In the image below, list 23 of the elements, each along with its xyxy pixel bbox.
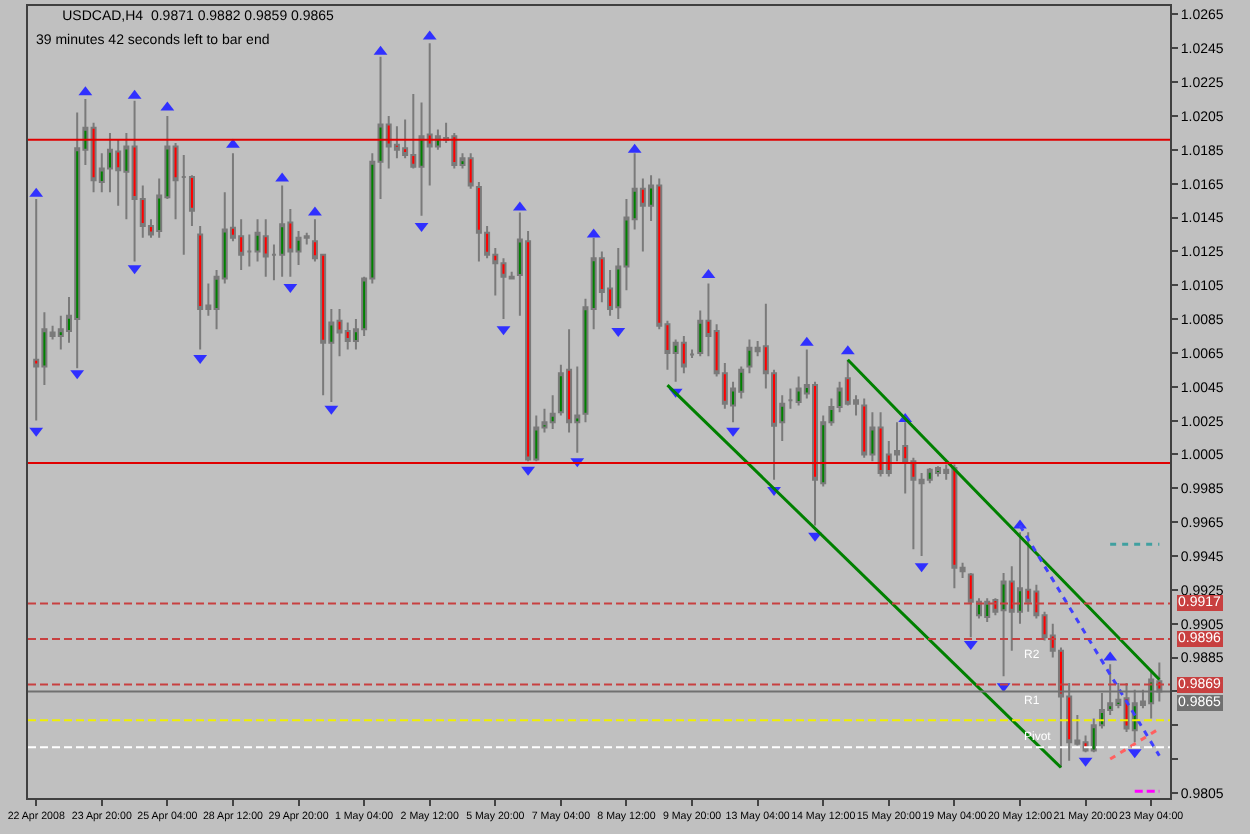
point	[521, 466, 535, 476]
point	[226, 138, 240, 148]
candlestick	[746, 338, 753, 375]
candlestick	[262, 218, 269, 278]
candlestick	[197, 225, 204, 351]
candlestick	[279, 184, 286, 278]
point	[726, 427, 740, 437]
candlestick	[1000, 571, 1007, 678]
point	[308, 206, 322, 216]
candlestick	[549, 394, 556, 431]
candlestick	[787, 387, 794, 410]
candlestick	[467, 152, 474, 190]
candlestick	[475, 181, 482, 263]
candlestick	[861, 397, 868, 459]
candlestick	[984, 597, 991, 623]
candlestick	[951, 463, 958, 590]
candlestick	[451, 131, 458, 170]
candlestick	[680, 335, 687, 375]
candlestick	[934, 465, 941, 478]
candlestick	[967, 571, 974, 639]
candlestick	[33, 197, 40, 422]
candlestick	[877, 411, 884, 478]
candlestick	[131, 99, 138, 263]
